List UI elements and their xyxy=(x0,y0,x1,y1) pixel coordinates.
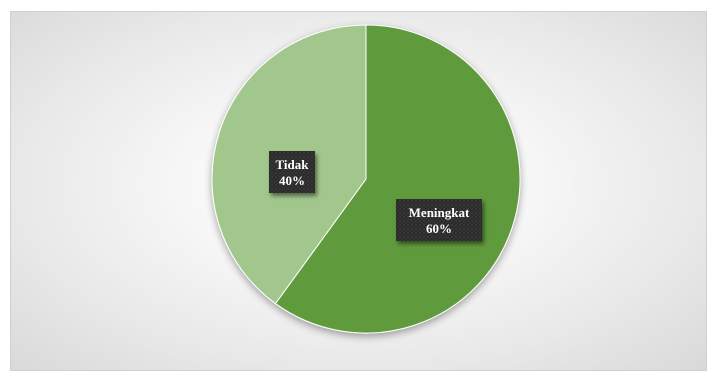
data-label-box xyxy=(269,151,315,193)
chart-area: Meningkat 60% Tidak 40% xyxy=(10,11,707,371)
data-label-category: Meningkat xyxy=(409,205,470,220)
data-label-box xyxy=(396,199,482,241)
data-label-category: Tidak xyxy=(275,157,309,172)
data-label-value: 40% xyxy=(279,173,305,188)
pie-slice-meningkat xyxy=(274,24,521,334)
data-label-value: 60% xyxy=(426,221,452,236)
